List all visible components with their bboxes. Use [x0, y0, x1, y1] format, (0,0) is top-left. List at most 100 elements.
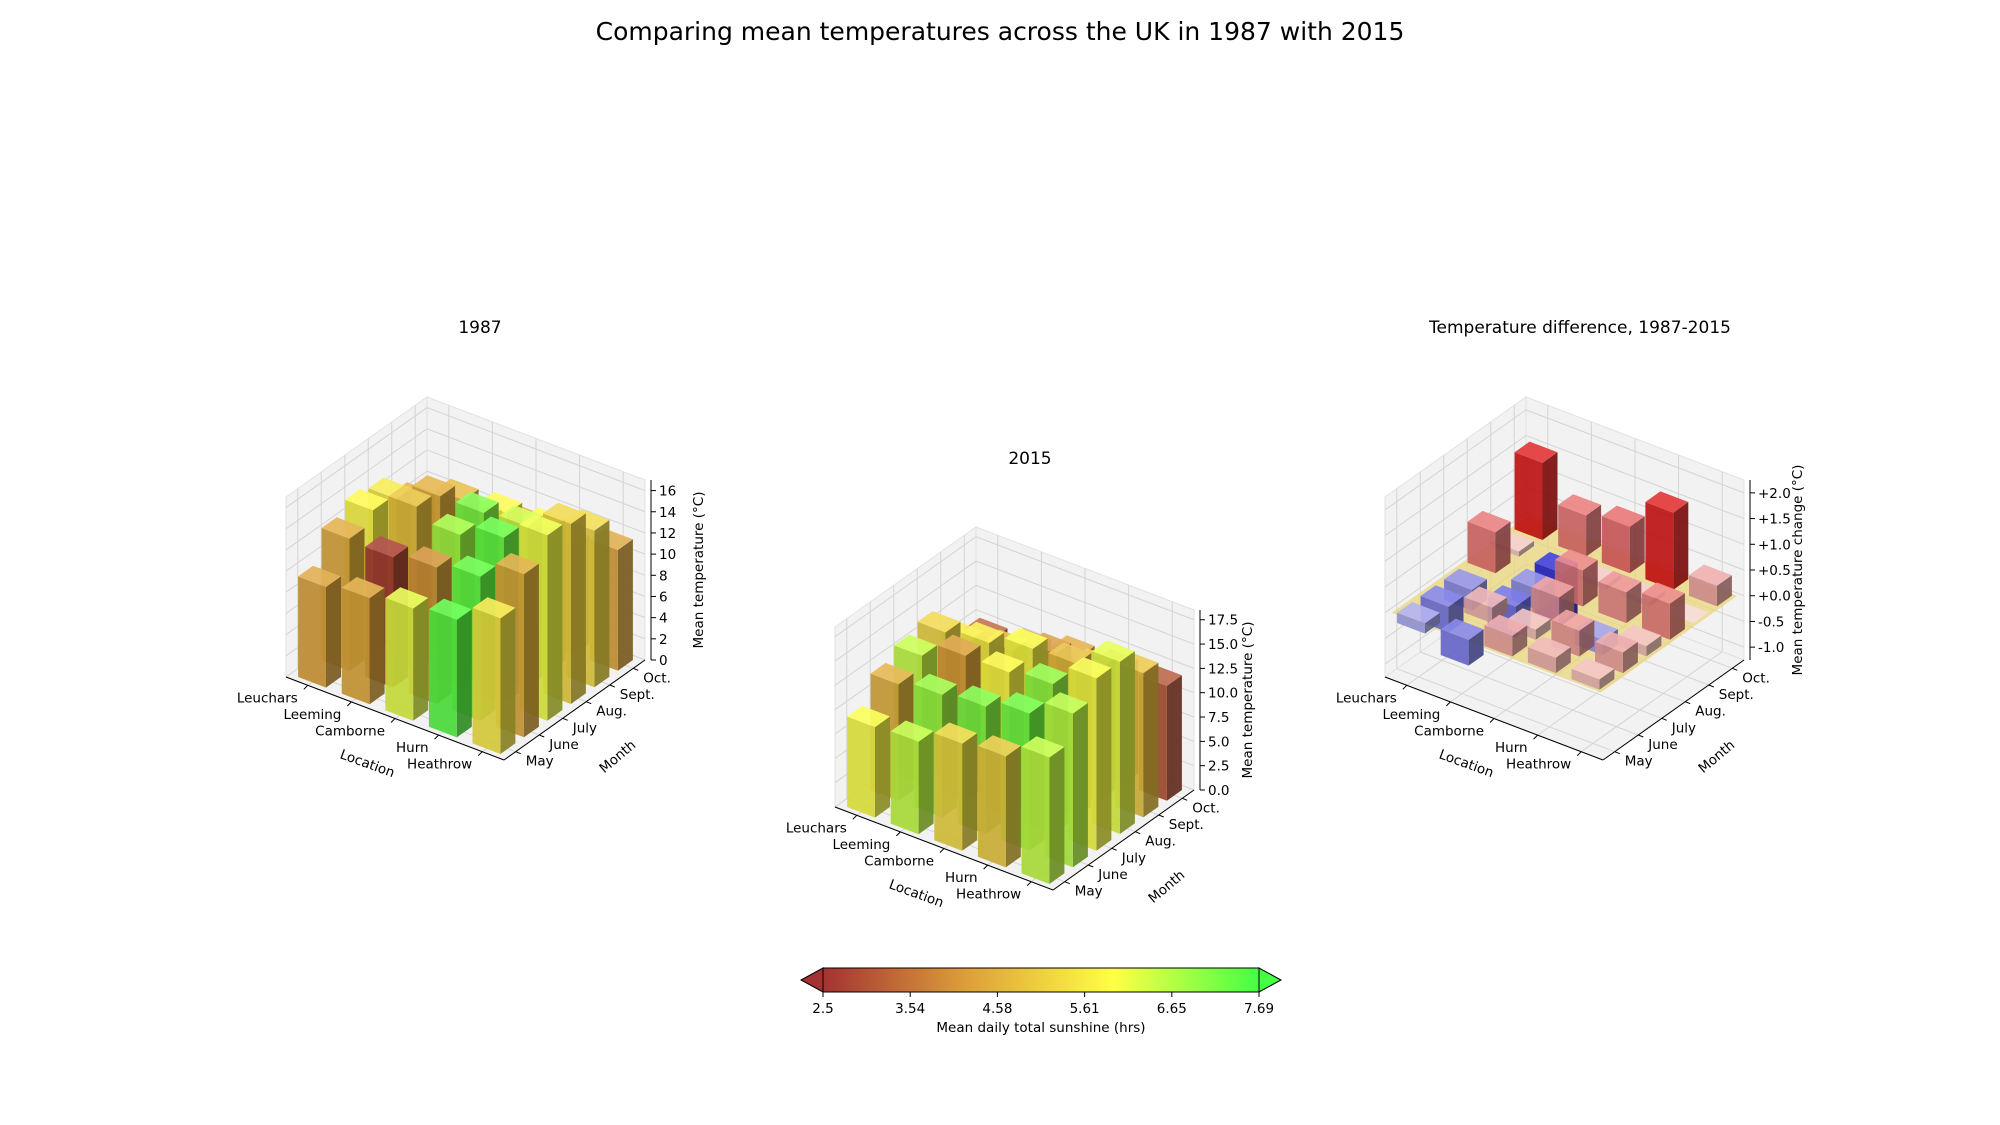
z-tick-label: 5.0 [1208, 734, 1229, 750]
y-tick [1638, 734, 1644, 738]
bar-top-face [1507, 608, 1551, 630]
bar-top-face [1045, 692, 1088, 714]
bar-top-face [1618, 624, 1662, 647]
x-tick-label: Heathrow [407, 757, 472, 773]
bar-leeming-may [1440, 618, 1484, 666]
y-axis-line [1602, 659, 1745, 761]
z-tick-label: 0.0 [1208, 783, 1229, 799]
bar-front-face [1484, 625, 1513, 657]
bar-top-face [890, 720, 934, 742]
z-tick-label: 16 [659, 484, 676, 500]
z-tick-label: +2.0 [1758, 486, 1791, 502]
bar-side-face [1005, 745, 1021, 868]
x-axis-label: Location [887, 877, 946, 912]
z-gridline-back [426, 428, 646, 513]
bar-top-face [1558, 494, 1602, 516]
bar-top-face [1068, 657, 1112, 679]
bar-side-face [326, 576, 341, 688]
z-tick-label: -0.5 [1758, 614, 1784, 630]
bar-top-face [1484, 614, 1528, 636]
bar-side-face [1166, 675, 1182, 801]
y-tick [1088, 864, 1094, 868]
x-tick [939, 848, 945, 853]
x-tick [1026, 881, 1032, 887]
bar-side-face [1519, 540, 1534, 557]
bar-top-face [957, 685, 1001, 707]
x-tick [852, 814, 858, 820]
bar-top-face [977, 735, 1021, 757]
bar-heathrow-oct [1689, 564, 1732, 607]
colorbar-tick-label: 4.58 [982, 1001, 1012, 1017]
x-tick [390, 718, 396, 723]
z-tick-label: 7.5 [1208, 710, 1229, 726]
x-tick [347, 701, 352, 707]
bar-side-face [1468, 629, 1484, 666]
z-tick-label: +0.0 [1758, 589, 1791, 605]
bar-top-face [519, 514, 563, 536]
x-tick-label: Hurn [1495, 740, 1528, 756]
y-tick [1661, 717, 1667, 721]
z-tick-label: +1.5 [1758, 512, 1791, 528]
x-tick-label: Heathrow [1506, 757, 1571, 773]
bar-side-face [1512, 625, 1528, 657]
bar-side-face [1119, 651, 1135, 834]
bar-side-face [570, 513, 586, 704]
colorbar-tick-label: 5.61 [1070, 1001, 1100, 1017]
colorbar-label: Mean daily total sunshine (hrs) [936, 1020, 1145, 1036]
panel-title: 2015 [1008, 449, 1051, 469]
bar-side-face [617, 539, 633, 671]
bar-top-face [1024, 663, 1068, 685]
bar-leuchars-may [1397, 602, 1440, 634]
bar-top-face [496, 553, 539, 575]
bar-leuchars-may [298, 565, 341, 688]
z-axis-label: Mean temperature change (°C) [1790, 465, 1806, 676]
y-tick-label: June [1097, 867, 1127, 883]
y-tick [562, 717, 568, 721]
bar-side-face [1582, 559, 1598, 607]
bar-top-face [341, 577, 385, 599]
bar-camborne-may [934, 722, 978, 851]
bar-side-face [1646, 635, 1662, 657]
bar-top-face [1531, 576, 1575, 598]
z-gridline-left [834, 536, 977, 638]
bar-top-face [365, 536, 409, 558]
z-gridline-left [1384, 460, 1527, 562]
bar-front-face [847, 716, 875, 818]
bar-top-face [1440, 618, 1484, 640]
y-gridline [1420, 651, 1639, 736]
bar-side-face [1622, 641, 1638, 674]
y-tick-label: Oct. [1742, 670, 1770, 686]
x-tick-label: Camborne [864, 854, 934, 870]
z-gridline-left [285, 407, 428, 508]
x-tick [896, 831, 901, 837]
y-tick-label: May [526, 754, 554, 770]
bar-hurn-oct [1645, 491, 1689, 590]
bar-side-face [875, 716, 890, 818]
bar-heathrow-may [1021, 736, 1065, 884]
bar-front-face [1514, 452, 1543, 540]
bar-heathrow-june [1595, 631, 1638, 674]
bar-top-face [1092, 640, 1135, 662]
bar-front-face [1595, 641, 1623, 674]
bar-front-face [1021, 746, 1050, 884]
bar-front-face [472, 607, 501, 754]
bar-camborne-may [1484, 614, 1528, 657]
y-tick [1708, 684, 1714, 688]
bar-top-face [388, 485, 432, 507]
bar-side-face [1579, 620, 1595, 657]
bar-top-face [847, 705, 890, 728]
bar-hurn-may [977, 735, 1021, 868]
bar-side-face [1049, 746, 1065, 884]
bar-side-face [500, 607, 516, 754]
bar-front-face [1531, 586, 1560, 624]
y-tick [1614, 751, 1620, 755]
bar-front-face [1598, 581, 1627, 624]
bar-hurn-may [428, 598, 472, 738]
bar-top-face [937, 634, 981, 656]
y-tick-label: June [548, 737, 578, 753]
z-gridline-back [975, 560, 1195, 645]
bar-side-face [1716, 575, 1732, 607]
y-tick-label: Aug. [596, 704, 627, 720]
